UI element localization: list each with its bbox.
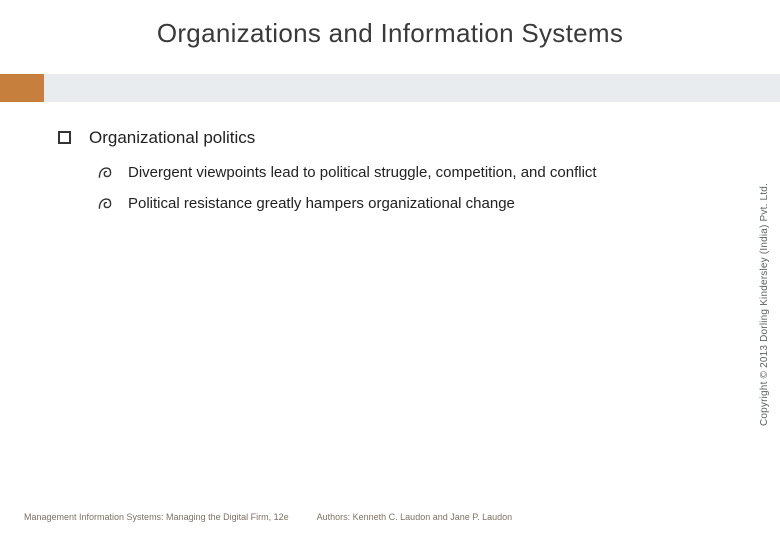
- copyright-sidebar: Copyright © 2013 Dorling Kindersley (Ind…: [754, 118, 776, 490]
- bullet-top: Organizational politics: [58, 128, 724, 148]
- sub-bullet-list: Divergent viewpoints lead to political s…: [98, 164, 724, 212]
- swirl-bullet-icon: [98, 197, 112, 211]
- content-area: Organizational politics Divergent viewpo…: [58, 128, 724, 226]
- accent-square: [0, 74, 44, 102]
- sub-bullet-label: Divergent viewpoints lead to political s…: [128, 164, 597, 181]
- footer-left: Management Information Systems: Managing…: [24, 512, 289, 522]
- slide: Organizations and Information Systems Or…: [0, 0, 780, 540]
- footer: Management Information Systems: Managing…: [24, 512, 756, 522]
- footer-right: Authors: Kenneth C. Laudon and Jane P. L…: [317, 512, 513, 522]
- accent-band: [0, 74, 780, 102]
- sub-bullet-label: Political resistance greatly hampers org…: [128, 195, 515, 212]
- page-title: Organizations and Information Systems: [0, 18, 780, 49]
- swirl-bullet-icon: [98, 166, 112, 180]
- bullet-top-label: Organizational politics: [89, 128, 255, 148]
- copyright-text: Copyright © 2013 Dorling Kindersley (Ind…: [760, 182, 771, 425]
- sub-bullet: Divergent viewpoints lead to political s…: [98, 164, 724, 181]
- square-bullet-icon: [58, 131, 71, 144]
- sub-bullet: Political resistance greatly hampers org…: [98, 195, 724, 212]
